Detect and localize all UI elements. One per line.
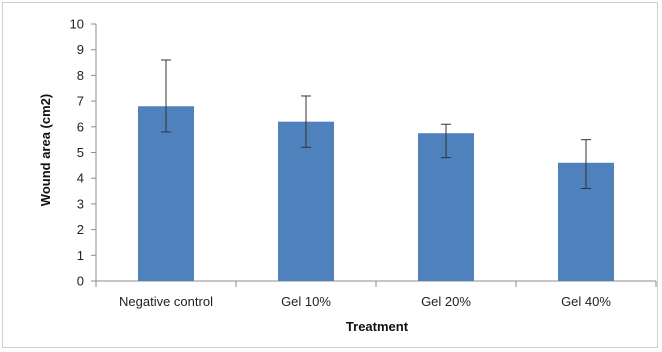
bars (138, 106, 614, 282)
y-axis-ticks: 0 1 2 3 4 5 6 7 8 9 10 (70, 17, 96, 289)
y-tick-label: 3 (77, 196, 84, 211)
y-tick-label: 2 (77, 222, 84, 237)
x-axis-title: Treatment (346, 319, 409, 334)
x-tick-label: Gel 20% (421, 294, 471, 309)
error-bars (161, 59, 591, 189)
y-tick-label: 9 (77, 42, 84, 57)
bar (278, 121, 334, 281)
y-axis-title: Wound area (cm2) (38, 94, 53, 206)
y-tick-label: 8 (77, 68, 84, 83)
bar (138, 106, 194, 282)
y-tick-label: 4 (77, 171, 84, 186)
y-tick-label: 10 (70, 17, 84, 32)
x-axis-ticks: Negative control Gel 10% Gel 20% Gel 40% (95, 281, 657, 309)
y-tick-label: 7 (77, 94, 84, 109)
y-tick-label: 0 (77, 274, 84, 289)
y-tick-label: 5 (77, 145, 84, 160)
x-tick-label: Gel 10% (281, 294, 331, 309)
x-tick-label: Negative control (119, 294, 213, 309)
y-tick-label: 6 (77, 119, 84, 134)
y-tick-label: 1 (77, 248, 84, 263)
x-tick-label: Gel 40% (561, 294, 611, 309)
